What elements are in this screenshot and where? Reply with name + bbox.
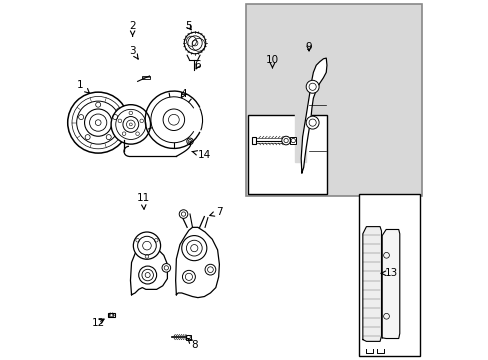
Circle shape (281, 136, 290, 145)
Bar (247, 116, 326, 194)
Circle shape (305, 116, 319, 129)
Circle shape (182, 235, 206, 261)
Text: 14: 14 (192, 150, 210, 160)
Polygon shape (382, 229, 399, 338)
Text: 2: 2 (129, 21, 136, 36)
Circle shape (184, 32, 205, 54)
Circle shape (162, 264, 170, 272)
Text: 13: 13 (381, 268, 397, 278)
Circle shape (122, 117, 139, 132)
Text: 7: 7 (209, 207, 222, 217)
Bar (359, 194, 419, 356)
Polygon shape (362, 226, 381, 341)
Circle shape (179, 210, 187, 219)
Circle shape (204, 264, 215, 275)
Text: 6: 6 (194, 60, 201, 70)
Text: 5: 5 (184, 21, 191, 31)
Bar (290, 137, 296, 144)
Text: 11: 11 (137, 193, 150, 209)
Circle shape (111, 105, 150, 144)
Circle shape (163, 109, 184, 131)
Bar (251, 137, 255, 144)
Text: 10: 10 (265, 55, 279, 68)
Text: 4: 4 (180, 89, 186, 99)
Circle shape (84, 109, 112, 136)
Bar (142, 76, 150, 78)
Polygon shape (130, 245, 167, 295)
Polygon shape (294, 58, 305, 162)
Bar (107, 314, 115, 317)
Circle shape (133, 232, 160, 259)
Bar (186, 334, 190, 339)
Circle shape (182, 270, 195, 283)
Circle shape (305, 80, 319, 93)
Polygon shape (301, 58, 326, 173)
Polygon shape (175, 227, 219, 298)
Text: 9: 9 (305, 42, 312, 52)
Text: 3: 3 (129, 46, 138, 59)
Text: 1: 1 (77, 80, 89, 93)
Circle shape (139, 266, 156, 284)
Circle shape (67, 92, 128, 153)
Text: 8: 8 (187, 338, 197, 350)
Text: 12: 12 (91, 318, 104, 328)
Bar (246, 4, 421, 196)
